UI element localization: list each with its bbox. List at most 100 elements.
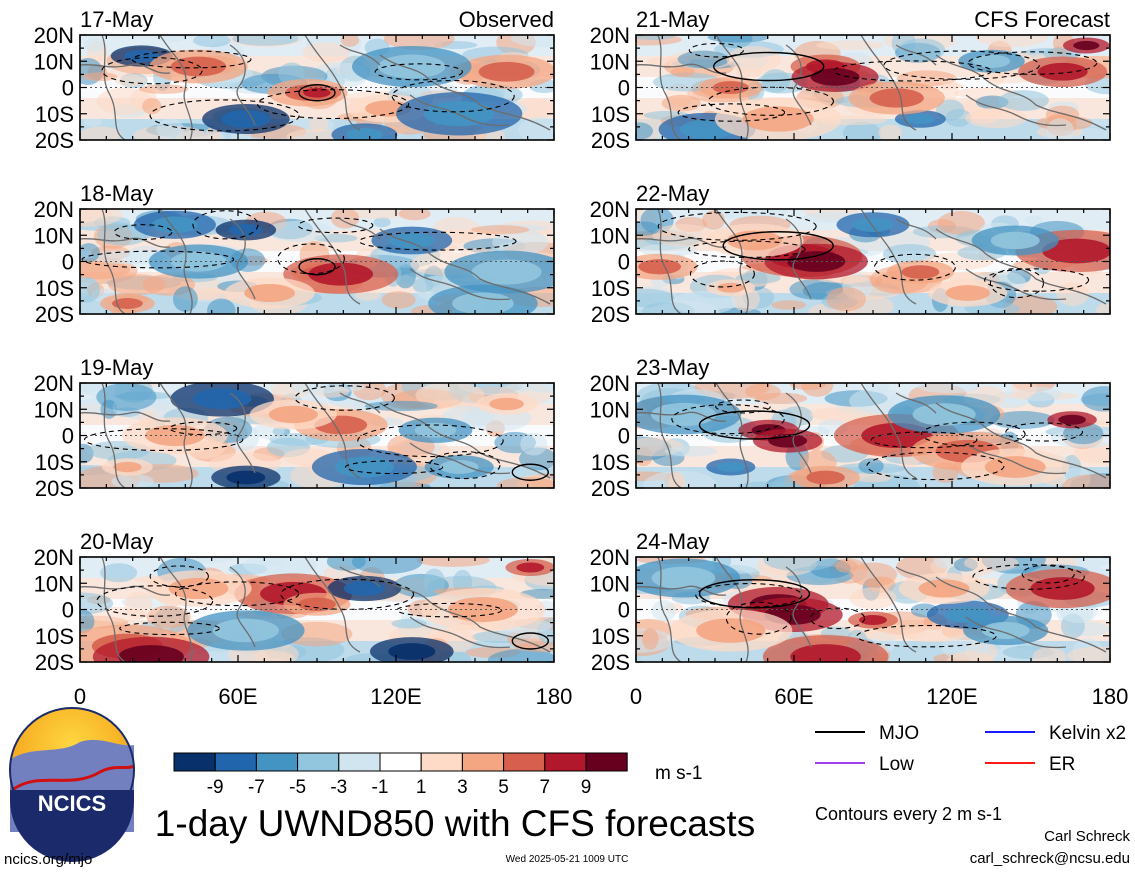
heatmap-cell (84, 38, 106, 52)
y-tick-label: 10N (590, 571, 630, 596)
contour-dashed (707, 86, 835, 116)
heatmap-anomaly-core (113, 461, 142, 473)
coastline (860, 209, 917, 305)
heatmap-cell (232, 35, 299, 46)
heatmap-anomaly-core (716, 462, 745, 472)
contour-mjo (511, 632, 549, 650)
heatmap-cell (415, 383, 485, 409)
coastline (636, 411, 727, 422)
coastline (304, 557, 361, 653)
heatmap-anomaly-core (478, 61, 535, 82)
contour-dashed (989, 268, 1045, 299)
heatmap-anomaly-core (124, 49, 159, 63)
coastline (657, 383, 682, 488)
coastline (935, 576, 1107, 653)
colorbar-tick-label: -5 (289, 777, 306, 798)
x-tick-label: 120E (370, 684, 421, 709)
heatmap-anomaly-core (972, 54, 1011, 68)
date-label: 23-May (636, 355, 709, 380)
heatmap-anomaly-core (790, 644, 861, 662)
heatmap-cell (1081, 386, 1110, 412)
source-url: ncics.org/mjo (4, 851, 92, 868)
x-tick-label: 120E (926, 684, 977, 709)
heatmap-cell (636, 221, 660, 236)
figure-title: 1-day UWND850 with CFS forecasts (155, 803, 755, 844)
heatmap-cell (672, 290, 737, 314)
x-tick-label: 180 (536, 684, 573, 709)
contour-dashed (357, 424, 504, 458)
heatmap-field (636, 209, 1110, 314)
contour-dashed (294, 385, 395, 411)
heatmap-cell (100, 563, 138, 583)
colorbar-swatch (503, 752, 546, 772)
y-tick-label: 10N (590, 223, 630, 248)
heatmap-cell (816, 40, 884, 51)
y-tick-label: 20S (591, 302, 630, 327)
heatmap-cell (516, 383, 554, 393)
heatmap-cell (801, 383, 834, 397)
figure-texts: 0 60E 120E 180 0 60E 120E 180 Contours every 2 m… (4, 684, 1130, 868)
coastline (159, 557, 193, 662)
coastline (636, 585, 727, 596)
y-tick-label: 0 (62, 598, 74, 623)
heatmap-anomaly-core (859, 615, 887, 625)
heatmap-cell (639, 243, 697, 257)
heatmap-cell (80, 209, 123, 227)
heatmap-anomaly-core (447, 597, 518, 622)
y-tick-label: 10S (591, 450, 630, 475)
colorbar-units: m s-1 (655, 763, 703, 784)
y-tick-label: 10S (591, 276, 630, 301)
colorbar-swatch (338, 752, 381, 772)
y-tick-label: 20S (35, 476, 74, 501)
heatmap-cell (520, 432, 548, 456)
heatmap-anomaly-core (334, 456, 394, 478)
contour-dashed (131, 50, 252, 69)
coastline (935, 228, 1107, 305)
heatmap-cell (737, 481, 804, 488)
heatmap-anomaly-core (244, 283, 295, 303)
colorbar-swatch (255, 752, 299, 772)
heatmap-anomaly-core (268, 405, 318, 424)
heatmap-cell (308, 116, 329, 132)
contour-dashed (1005, 422, 1084, 442)
coastline (229, 392, 256, 474)
heatmap-cell (1032, 647, 1067, 662)
heatmap-field (80, 557, 554, 662)
heatmap-anomaly-core (489, 397, 524, 411)
y-tick-label: 10N (590, 397, 630, 422)
heatmap-cell (897, 38, 946, 62)
y-tick-label: 10N (34, 397, 74, 422)
heatmap-cell (286, 128, 347, 140)
x-tick-label: 180 (1092, 684, 1129, 709)
heatmap-anomaly-core (918, 579, 970, 598)
coastline (229, 44, 256, 126)
contour-dashed (689, 260, 755, 288)
coastline (636, 63, 727, 74)
heatmap-cell (156, 118, 184, 140)
heatmap-anomaly-core (343, 581, 386, 596)
y-tick-label: 10S (591, 624, 630, 649)
heatmap-anomaly-core (1058, 414, 1086, 425)
coastline (80, 411, 171, 422)
coastline (101, 209, 126, 314)
coastline (339, 392, 381, 414)
heatmap-cell (670, 67, 695, 78)
heatmap-cell (471, 225, 530, 235)
contour-dashed (81, 250, 235, 269)
y-tick-label: 0 (618, 250, 630, 275)
heatmap-anomaly-core (452, 292, 514, 314)
heatmap-cell (302, 42, 351, 63)
heatmap-anomaly-core (651, 566, 716, 590)
coastline (159, 35, 193, 140)
heatmap-anomaly-core (742, 106, 814, 132)
x-tick-label: 60E (218, 684, 257, 709)
heatmap-cell (80, 260, 131, 280)
heatmap-cell (207, 298, 236, 314)
heatmap-cell (990, 411, 1055, 429)
heatmap-cell (391, 618, 428, 629)
coastline (860, 35, 917, 131)
heatmap-anomaly-core (303, 87, 331, 98)
